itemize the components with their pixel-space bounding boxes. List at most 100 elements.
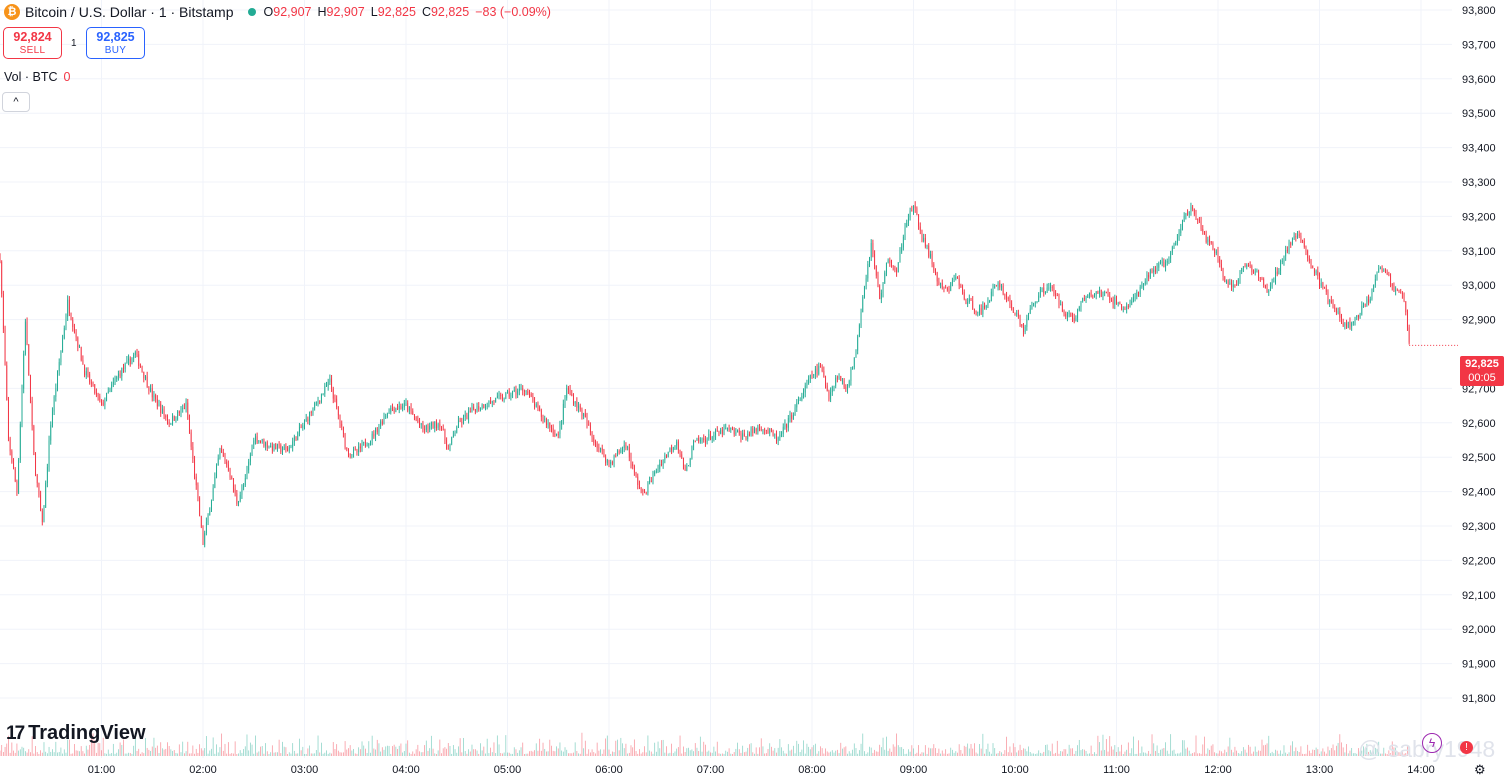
volume-bar: [838, 753, 840, 756]
tradingview-logo[interactable]: 17 TradingView: [6, 722, 146, 745]
candle-body: [503, 398, 505, 400]
candle-body: [579, 405, 581, 410]
volume-bar: [828, 752, 830, 756]
volume-bar: [1383, 747, 1385, 756]
candle-body: [104, 400, 106, 406]
candle-body: [1222, 268, 1224, 277]
volume-bar: [677, 747, 679, 756]
candle-body: [902, 236, 904, 248]
volume-bar: [1283, 745, 1285, 756]
candle-body: [1251, 265, 1253, 273]
volume-bar: [1109, 736, 1111, 756]
volume-bar: [1319, 753, 1320, 756]
candle-body: [36, 475, 38, 484]
volume-bar: [652, 753, 654, 756]
volume-bar: [1303, 753, 1305, 756]
buy-button[interactable]: 92,825 BUY: [86, 27, 145, 59]
volume-bar: [63, 749, 65, 756]
candle-body: [439, 424, 441, 427]
candle-body: [652, 474, 654, 483]
volume-bar: [967, 743, 969, 756]
volume-bar: [151, 746, 153, 756]
volume-bar: [1229, 737, 1231, 756]
volume-legend[interactable]: Vol · BTC 0: [4, 70, 70, 84]
market-status-icon[interactable]: [247, 8, 256, 16]
volume-bar: [985, 749, 987, 756]
volume-bar: [540, 750, 542, 756]
volume-bar: [571, 753, 573, 756]
symbol-title[interactable]: Bitcoin / U.S. Dollar · 1 · Bitstamp: [25, 4, 234, 20]
volume-bar: [990, 753, 992, 756]
volume-bar: [90, 737, 92, 756]
volume-bar: [1006, 736, 1007, 756]
volume-bar: [163, 749, 165, 756]
volume-bar: [400, 743, 402, 756]
sell-label: SELL: [19, 45, 46, 56]
candle-body: [1089, 292, 1090, 296]
volume-bar: [45, 751, 47, 756]
settings-icon[interactable]: ⚙: [1474, 762, 1486, 777]
candle-body: [446, 440, 447, 449]
volume-bar: [1021, 750, 1023, 756]
candle-body: [111, 384, 113, 389]
volume-bar: [906, 753, 908, 756]
candle-body: [713, 435, 715, 437]
collapse-legend-button[interactable]: ^: [2, 92, 30, 112]
candle-body: [950, 282, 952, 291]
candle-body: [1143, 283, 1144, 286]
candle-body: [806, 383, 808, 386]
sell-button[interactable]: 92,824 SELL: [3, 27, 62, 59]
volume-bar: [897, 745, 899, 756]
volume-bar: [975, 752, 977, 756]
volume-bar: [466, 753, 468, 756]
candle-body: [875, 266, 877, 276]
candle-body: [581, 409, 583, 417]
volume-bar: [496, 735, 498, 756]
candle-body: [1236, 284, 1238, 286]
candle-body: [1149, 270, 1151, 278]
volume-bar: [1308, 750, 1310, 756]
symbol-legend: ₿ Bitcoin / U.S. Dollar · 1 · Bitstamp O…: [4, 3, 557, 21]
flash-icon[interactable]: ϟ: [1422, 733, 1442, 753]
candle-body: [46, 467, 48, 483]
candle-body: [1045, 291, 1046, 293]
volume-bar: [1263, 745, 1265, 756]
volume-bar: [1141, 746, 1143, 756]
candle-body: [642, 489, 644, 492]
candle-body: [420, 423, 422, 425]
volume-bar: [162, 748, 163, 756]
candle-body: [339, 415, 341, 424]
volume-bar: [447, 743, 449, 756]
volume-bar: [891, 751, 892, 756]
price-tick-label: 93,400: [1462, 143, 1496, 155]
candle-body: [92, 383, 94, 385]
candle-body: [774, 434, 776, 436]
volume-bar: [2, 752, 4, 756]
volume-bar: [498, 744, 500, 756]
candle-body: [238, 501, 239, 504]
volume-bar: [818, 751, 820, 756]
volume-bar: [1273, 753, 1275, 756]
price-tick-label: 91,800: [1462, 693, 1496, 705]
volume-bar: [728, 748, 730, 756]
volume-bar: [617, 739, 618, 756]
volume-bar: [1067, 753, 1068, 756]
candle-body: [515, 389, 517, 395]
volume-bar: [414, 753, 415, 756]
volume-bar: [962, 753, 963, 756]
volume-bar: [781, 747, 782, 756]
volume-bar: [410, 753, 412, 756]
volume-bar: [578, 753, 579, 756]
alert-icon[interactable]: !: [1460, 741, 1473, 754]
candle-body: [414, 414, 415, 418]
volume-bar: [425, 740, 427, 756]
candle-body: [924, 237, 926, 247]
volume-bar: [168, 746, 170, 756]
volume-bar: [836, 749, 838, 756]
candle-body: [1290, 242, 1292, 245]
candle-body: [671, 447, 672, 451]
volume-bar: [980, 748, 982, 756]
volume-bar: [217, 752, 219, 756]
volume-bar: [261, 746, 263, 756]
